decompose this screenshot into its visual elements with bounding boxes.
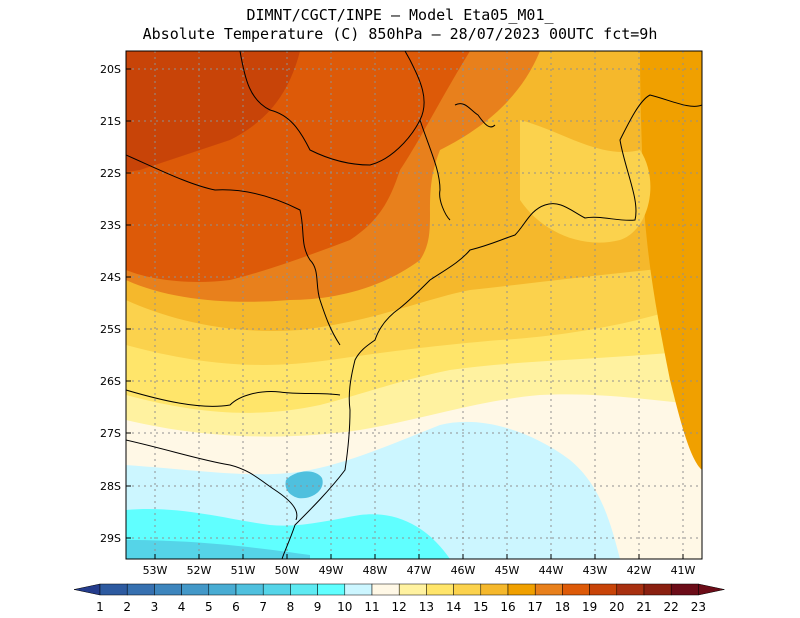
lon-label-44w: 44W (539, 564, 564, 577)
temperature-field (126, 51, 702, 559)
colorbar-label: 20 (609, 600, 624, 614)
colorbar-label: 5 (205, 600, 213, 614)
colorbar-label: 19 (582, 600, 597, 614)
coastline-and-borders (126, 51, 702, 559)
reservoir (454, 103, 496, 128)
colorbar-swatch (426, 583, 454, 596)
colorbar-label: 15 (473, 600, 488, 614)
lon-label-42w: 42W (627, 564, 652, 577)
lat-label-25s: 25S (100, 323, 121, 336)
colorbar-label: 21 (636, 600, 651, 614)
map-grid (126, 51, 702, 559)
lat-label-24s: 24S (100, 271, 121, 284)
field-east-17 (640, 51, 702, 470)
colorbar: 1 2 3 4 5 6 7 8 9 10 11 12 13 14 15 16 17 18 19 20 21 22 23 (73, 583, 725, 614)
colorbar-label: 14 (446, 600, 461, 614)
lat-label-27s: 27S (100, 427, 121, 440)
colorbar-swatch (589, 583, 618, 596)
lat-label-22s: 22S (100, 167, 121, 180)
lon-label-48w: 48W (363, 564, 388, 577)
colorbar-arrow-left (73, 583, 101, 596)
colorbar-label: 17 (528, 600, 543, 614)
colorbar-swatch (534, 583, 563, 596)
colorbar-swatch (208, 583, 237, 596)
colorbar-swatch (371, 583, 400, 596)
colorbar-swatch (562, 583, 590, 596)
colorbar-swatch (616, 583, 645, 596)
chart-title-line2: Absolute Temperature (C) 850hPa — 28/07/… (142, 25, 658, 43)
colorbar-swatch (643, 583, 672, 596)
lon-label-45w: 45W (495, 564, 520, 577)
colorbar-swatch (262, 583, 291, 596)
lat-label-28s: 28S (100, 480, 121, 493)
country-border (126, 439, 298, 521)
colorbar-label: 23 (691, 600, 706, 614)
state-border-3 (239, 51, 425, 166)
state-border-1 (126, 154, 341, 346)
chart-title-line1: DIMNT/CGCT/INPE — Model Eta05_M01_ (246, 6, 554, 24)
colorbar-label: 3 (151, 600, 159, 614)
colorbar-label: 9 (314, 600, 322, 614)
colorbar-label: 4 (178, 600, 186, 614)
coastline (281, 94, 702, 559)
lat-label-26s: 26S (100, 375, 121, 388)
lat-label-29s: 29S (100, 532, 121, 545)
colorbar-label: 12 (392, 600, 407, 614)
lon-label-53w: 53W (143, 564, 168, 577)
lon-label-50w: 50W (275, 564, 300, 577)
colorbar-swatch (344, 583, 373, 596)
longitude-labels: 53W 52W 51W 50W 49W 48W 47W 46W 45W 44W … (143, 564, 696, 577)
lon-label-49w: 49W (319, 564, 344, 577)
lon-label-41w: 41W (671, 564, 696, 577)
map-frame (125, 50, 703, 560)
colorbar-swatch (317, 583, 346, 596)
colorbar-swatch (480, 583, 509, 596)
field-band-19 (126, 51, 300, 172)
lon-label-47w: 47W (407, 564, 432, 577)
lon-label-52w: 52W (187, 564, 212, 577)
state-border-4 (419, 119, 451, 221)
latitude-labels: 20S 21S 22S 23S 24S 25S 26S 27S 28S 29S (100, 63, 121, 545)
axis-ticks (126, 68, 684, 559)
lat-label-20s: 20S (100, 63, 121, 76)
colorbar-label: 22 (664, 600, 679, 614)
colorbar-swatch (290, 583, 318, 596)
colorbar-label: 7 (259, 600, 267, 614)
lon-label-43w: 43W (583, 564, 608, 577)
colorbar-label: 10 (337, 600, 352, 614)
colorbar-swatch (181, 583, 210, 596)
lat-label-23s: 23S (100, 219, 121, 232)
colorbar-swatch (670, 583, 699, 596)
colorbar-label: 1 (96, 600, 104, 614)
colorbar-swatch (99, 583, 128, 596)
lon-label-46w: 46W (451, 564, 476, 577)
colorbar-swatch (507, 583, 536, 596)
colorbar-label: 6 (232, 600, 240, 614)
lat-label-21s: 21S (100, 115, 121, 128)
state-border-2 (126, 389, 341, 407)
colorbar-label: 11 (364, 600, 379, 614)
colorbar-swatch (398, 583, 427, 596)
colorbar-label: 8 (287, 600, 295, 614)
field-cold-spot (285, 471, 323, 499)
colorbar-label: 18 (555, 600, 570, 614)
colorbar-label: 16 (500, 600, 515, 614)
colorbar-swatch (453, 583, 482, 596)
colorbar-swatch (126, 583, 155, 596)
colorbar-label: 13 (419, 600, 434, 614)
colorbar-swatch (154, 583, 182, 596)
field-coast-15 (520, 120, 651, 243)
colorbar-swatch (235, 583, 264, 596)
colorbar-arrow-right (698, 583, 725, 596)
colorbar-label: 2 (123, 600, 131, 614)
lon-label-51w: 51W (231, 564, 256, 577)
